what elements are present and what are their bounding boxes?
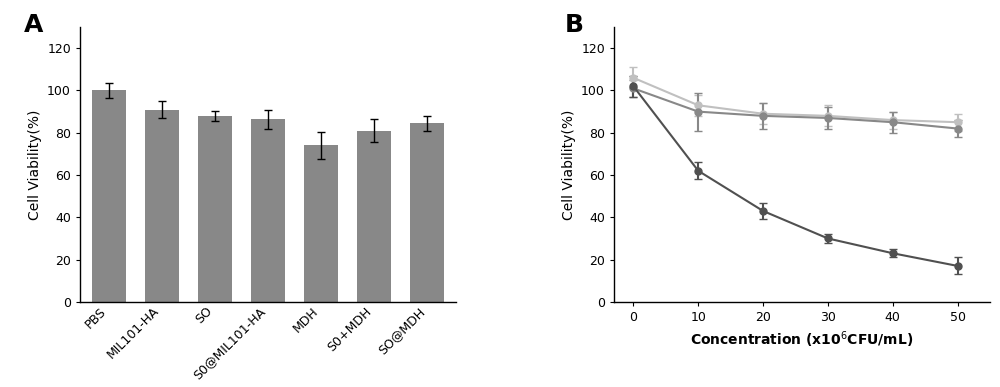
Text: B: B — [565, 13, 584, 38]
Bar — [251, 119, 285, 302]
Bar — [92, 91, 126, 302]
Bar — [145, 110, 179, 302]
Bar — [410, 123, 444, 302]
Y-axis label: Cell Viability(%): Cell Viability(%) — [28, 109, 42, 220]
Bar — [357, 131, 391, 302]
Bar — [198, 116, 232, 302]
Y-axis label: Cell Viability(%): Cell Viability(%) — [562, 109, 576, 220]
Text: A: A — [24, 13, 43, 38]
Bar — [304, 146, 338, 302]
X-axis label: Concentration (x10$^6$CFU/mL): Concentration (x10$^6$CFU/mL) — [690, 329, 914, 350]
